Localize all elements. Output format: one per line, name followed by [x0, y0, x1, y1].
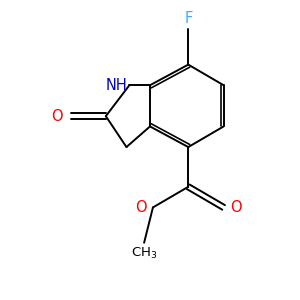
Text: F: F [184, 11, 192, 26]
Text: NH: NH [105, 78, 127, 93]
Text: O: O [230, 200, 242, 215]
Text: O: O [135, 200, 146, 215]
Text: CH$_3$: CH$_3$ [131, 246, 157, 262]
Text: O: O [51, 109, 63, 124]
